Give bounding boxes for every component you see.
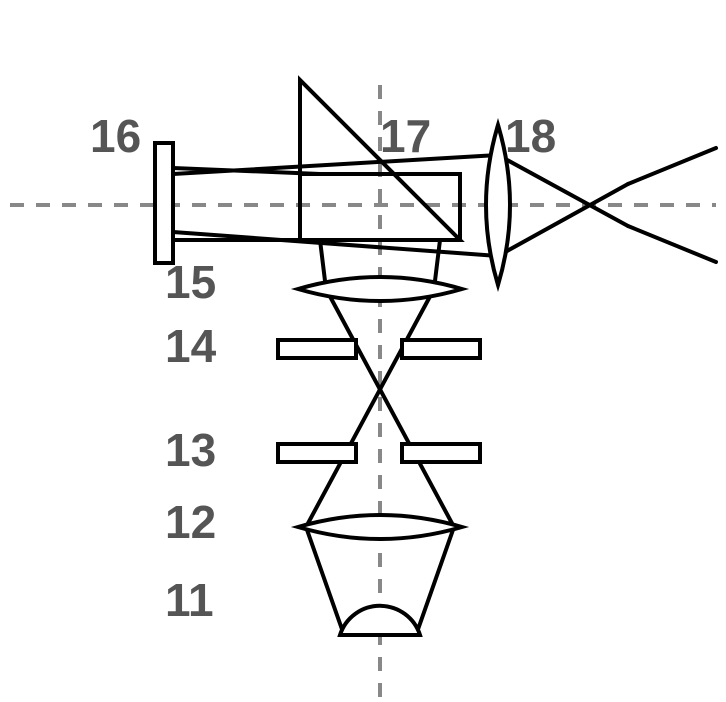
plate-14-part-1 (402, 340, 480, 358)
lens-12 (298, 515, 462, 539)
ray-cone_12_cross_a (306, 289, 434, 527)
ray-back_from_16_top (173, 155, 498, 174)
ray-focus_after_18_bot (498, 184, 628, 256)
label-14: 14 (165, 320, 217, 372)
label-15: 15 (165, 256, 216, 308)
label-12: 12 (165, 496, 216, 548)
label-11: 11 (165, 574, 214, 626)
label-16: 16 (90, 110, 141, 162)
plate-14-part-0 (278, 340, 356, 358)
ray-focus_after_18_top (498, 155, 628, 226)
label-17: 17 (380, 110, 431, 162)
source-11 (340, 606, 420, 635)
lens-15 (298, 277, 462, 301)
ray-cone_11_12_upper (306, 527, 344, 635)
ray-diverge_bot (628, 148, 716, 184)
ray-back_from_16_bot (173, 232, 498, 256)
label-18: 18 (505, 110, 556, 162)
ray-diverge_top (628, 226, 716, 262)
optical-diagram: 11 12 13 14 15 16 17 18 (0, 0, 726, 702)
plate-13-part-1 (402, 444, 480, 462)
mirror-16 (155, 143, 173, 263)
label-13: 13 (165, 424, 216, 476)
plate-13-part-0 (278, 444, 356, 462)
ray-cone_12_cross_b (326, 289, 454, 527)
ray-cone_11_12_lower (416, 527, 454, 635)
